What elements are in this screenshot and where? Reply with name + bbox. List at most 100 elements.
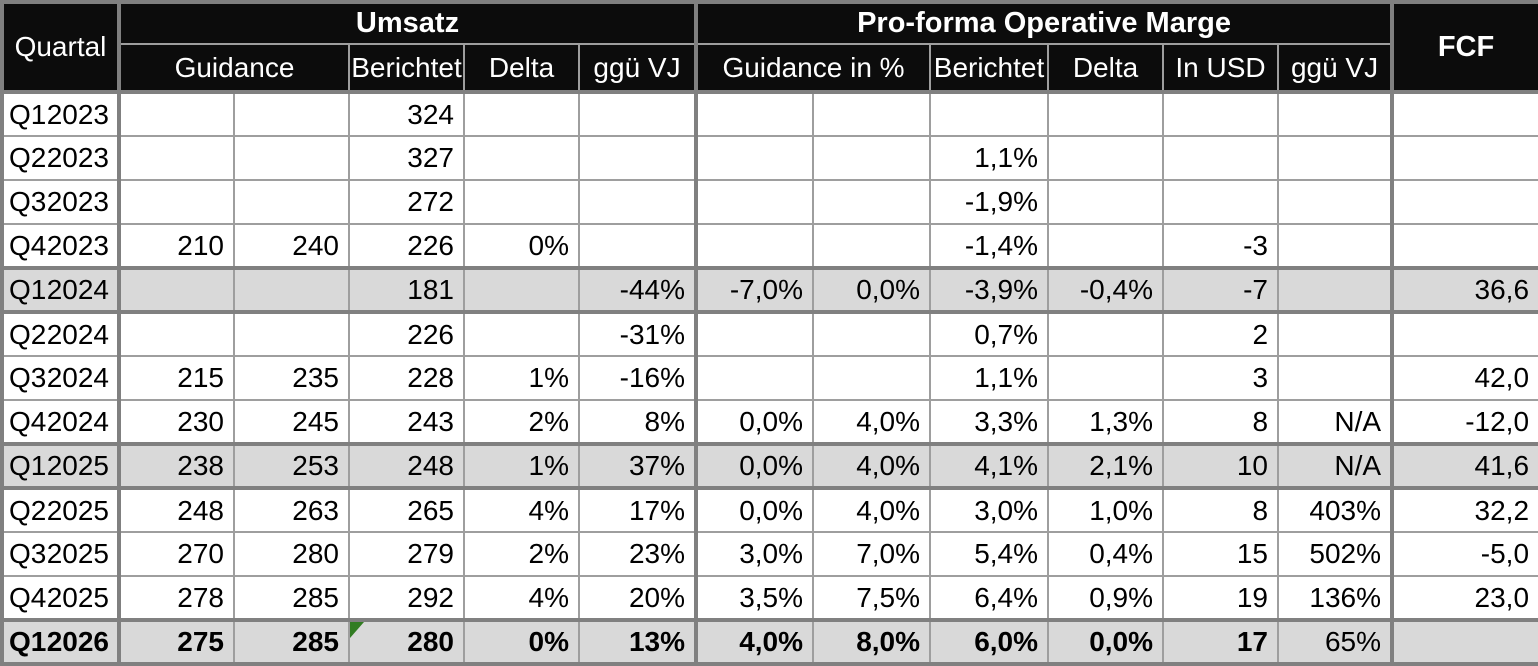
cell-marge-in-usd[interactable]: -3 (1162, 223, 1280, 269)
header-group-umsatz[interactable]: Umsatz (117, 1, 699, 45)
cell-umsatz-ggue-vj[interactable] (577, 179, 699, 225)
subheader-umsatz-guidance[interactable]: Guidance (118, 43, 350, 94)
quarter-cell[interactable]: Q2 2024 (1, 311, 121, 357)
cell-marge-ggue-vj[interactable] (1277, 179, 1395, 225)
cell-marge-berichtet[interactable]: 6,0% (929, 618, 1050, 666)
cell-marge-guidance-low[interactable] (695, 311, 815, 357)
cell-umsatz-guidance-low[interactable]: 238 (118, 442, 235, 490)
cell-umsatz-ggue-vj[interactable]: 8% (577, 399, 699, 445)
cell-umsatz-delta[interactable]: 2% (463, 399, 580, 445)
cell-marge-delta[interactable] (1047, 91, 1165, 137)
cell-marge-ggue-vj[interactable] (1277, 91, 1395, 137)
cell-fcf[interactable] (1391, 618, 1538, 666)
cell-marge-ggue-vj[interactable] (1277, 311, 1395, 357)
cell-umsatz-ggue-vj[interactable]: -31% (577, 311, 699, 357)
quarter-cell[interactable]: Q1 2023 (1, 91, 121, 137)
cell-fcf[interactable] (1391, 311, 1538, 357)
cell-marge-guidance-high[interactable] (812, 135, 932, 181)
cell-umsatz-berichtet[interactable]: 248 (348, 442, 465, 490)
cell-fcf[interactable]: -5,0 (1391, 531, 1538, 577)
header-fcf[interactable]: FCF (1391, 1, 1538, 94)
cell-marge-delta[interactable]: -0,4% (1047, 266, 1165, 314)
cell-umsatz-guidance-low[interactable]: 248 (118, 487, 235, 533)
cell-umsatz-ggue-vj[interactable]: -16% (577, 355, 699, 401)
cell-umsatz-guidance-low[interactable]: 270 (118, 531, 235, 577)
cell-umsatz-berichtet[interactable]: 279 (348, 531, 465, 577)
cell-umsatz-berichtet[interactable]: 226 (348, 311, 465, 357)
subheader-marge-delta[interactable]: Delta (1047, 43, 1165, 94)
cell-marge-guidance-high[interactable]: 4,0% (812, 399, 932, 445)
cell-umsatz-berichtet[interactable]: 272 (348, 179, 465, 225)
cell-marge-delta[interactable]: 0,9% (1047, 575, 1165, 621)
cell-marge-ggue-vj[interactable]: 403% (1277, 487, 1395, 533)
cell-umsatz-delta[interactable]: 0% (463, 223, 580, 269)
cell-marge-delta[interactable] (1047, 223, 1165, 269)
cell-marge-in-usd[interactable]: 15 (1162, 531, 1280, 577)
cell-umsatz-guidance-high[interactable] (233, 179, 350, 225)
cell-umsatz-delta[interactable]: 4% (463, 575, 580, 621)
cell-umsatz-berichtet[interactable]: 181 (348, 266, 465, 314)
subheader-marge-guidance[interactable]: Guidance in % (695, 43, 932, 94)
cell-marge-berichtet[interactable]: 1,1% (929, 355, 1050, 401)
cell-fcf[interactable] (1391, 223, 1538, 269)
cell-marge-ggue-vj[interactable]: 136% (1277, 575, 1395, 621)
cell-marge-in-usd[interactable] (1162, 91, 1280, 137)
cell-umsatz-guidance-high[interactable] (233, 91, 350, 137)
cell-umsatz-guidance-high[interactable]: 263 (233, 487, 350, 533)
cell-marge-in-usd[interactable]: 17 (1162, 618, 1280, 666)
quarter-cell[interactable]: Q1 2025 (1, 442, 121, 490)
quarter-cell[interactable]: Q4 2024 (1, 399, 121, 445)
quarter-cell[interactable]: Q4 2023 (1, 223, 121, 269)
cell-umsatz-ggue-vj[interactable]: -44% (577, 266, 699, 314)
cell-umsatz-guidance-low[interactable]: 278 (118, 575, 235, 621)
cell-marge-guidance-low[interactable]: 0,0% (695, 487, 815, 533)
subheader-umsatz-berichtet[interactable]: Berichtet (348, 43, 465, 94)
cell-marge-delta[interactable]: 0,0% (1047, 618, 1165, 666)
cell-marge-delta[interactable] (1047, 179, 1165, 225)
cell-marge-guidance-low[interactable]: 0,0% (695, 399, 815, 445)
cell-umsatz-berichtet[interactable]: 324 (348, 91, 465, 137)
cell-marge-delta[interactable]: 2,1% (1047, 442, 1165, 490)
subheader-umsatz-ggue-vj[interactable]: ggü VJ (577, 43, 699, 94)
cell-marge-guidance-low[interactable] (695, 223, 815, 269)
subheader-marge-berichtet[interactable]: Berichtet (929, 43, 1050, 94)
cell-marge-ggue-vj[interactable]: N/A (1277, 442, 1395, 490)
cell-umsatz-ggue-vj[interactable]: 23% (577, 531, 699, 577)
cell-umsatz-berichtet[interactable]: 265 (348, 487, 465, 533)
cell-marge-guidance-low[interactable]: 4,0% (695, 618, 815, 666)
cell-marge-berichtet[interactable]: 1,1% (929, 135, 1050, 181)
cell-umsatz-guidance-high[interactable]: 240 (233, 223, 350, 269)
cell-umsatz-ggue-vj[interactable]: 20% (577, 575, 699, 621)
cell-umsatz-ggue-vj[interactable] (577, 223, 699, 269)
cell-marge-berichtet[interactable]: -1,4% (929, 223, 1050, 269)
cell-umsatz-guidance-low[interactable] (118, 311, 235, 357)
cell-umsatz-guidance-high[interactable]: 253 (233, 442, 350, 490)
cell-marge-berichtet[interactable]: 3,3% (929, 399, 1050, 445)
cell-fcf[interactable]: 36,6 (1391, 266, 1538, 314)
subheader-marge-ggue-vj[interactable]: ggü VJ (1277, 43, 1395, 94)
cell-marge-guidance-low[interactable] (695, 355, 815, 401)
cell-marge-ggue-vj[interactable]: 502% (1277, 531, 1395, 577)
cell-fcf[interactable] (1391, 179, 1538, 225)
quarter-cell[interactable]: Q2 2025 (1, 487, 121, 533)
cell-marge-berichtet[interactable]: -3,9% (929, 266, 1050, 314)
cell-umsatz-guidance-low[interactable]: 210 (118, 223, 235, 269)
cell-marge-in-usd[interactable]: 8 (1162, 399, 1280, 445)
cell-umsatz-delta[interactable]: 2% (463, 531, 580, 577)
cell-marge-berichtet[interactable]: 6,4% (929, 575, 1050, 621)
cell-fcf[interactable]: 23,0 (1391, 575, 1538, 621)
cell-umsatz-guidance-high[interactable]: 235 (233, 355, 350, 401)
cell-umsatz-berichtet[interactable]: 280 (348, 618, 465, 666)
cell-umsatz-delta[interactable] (463, 91, 580, 137)
cell-marge-delta[interactable] (1047, 355, 1165, 401)
cell-fcf[interactable]: -12,0 (1391, 399, 1538, 445)
cell-marge-ggue-vj[interactable] (1277, 223, 1395, 269)
cell-umsatz-delta[interactable]: 4% (463, 487, 580, 533)
cell-marge-delta[interactable] (1047, 135, 1165, 181)
cell-fcf[interactable] (1391, 135, 1538, 181)
cell-marge-guidance-high[interactable]: 4,0% (812, 442, 932, 490)
cell-umsatz-ggue-vj[interactable] (577, 135, 699, 181)
cell-marge-guidance-high[interactable]: 7,0% (812, 531, 932, 577)
cell-marge-berichtet[interactable]: -1,9% (929, 179, 1050, 225)
cell-marge-guidance-high[interactable] (812, 311, 932, 357)
